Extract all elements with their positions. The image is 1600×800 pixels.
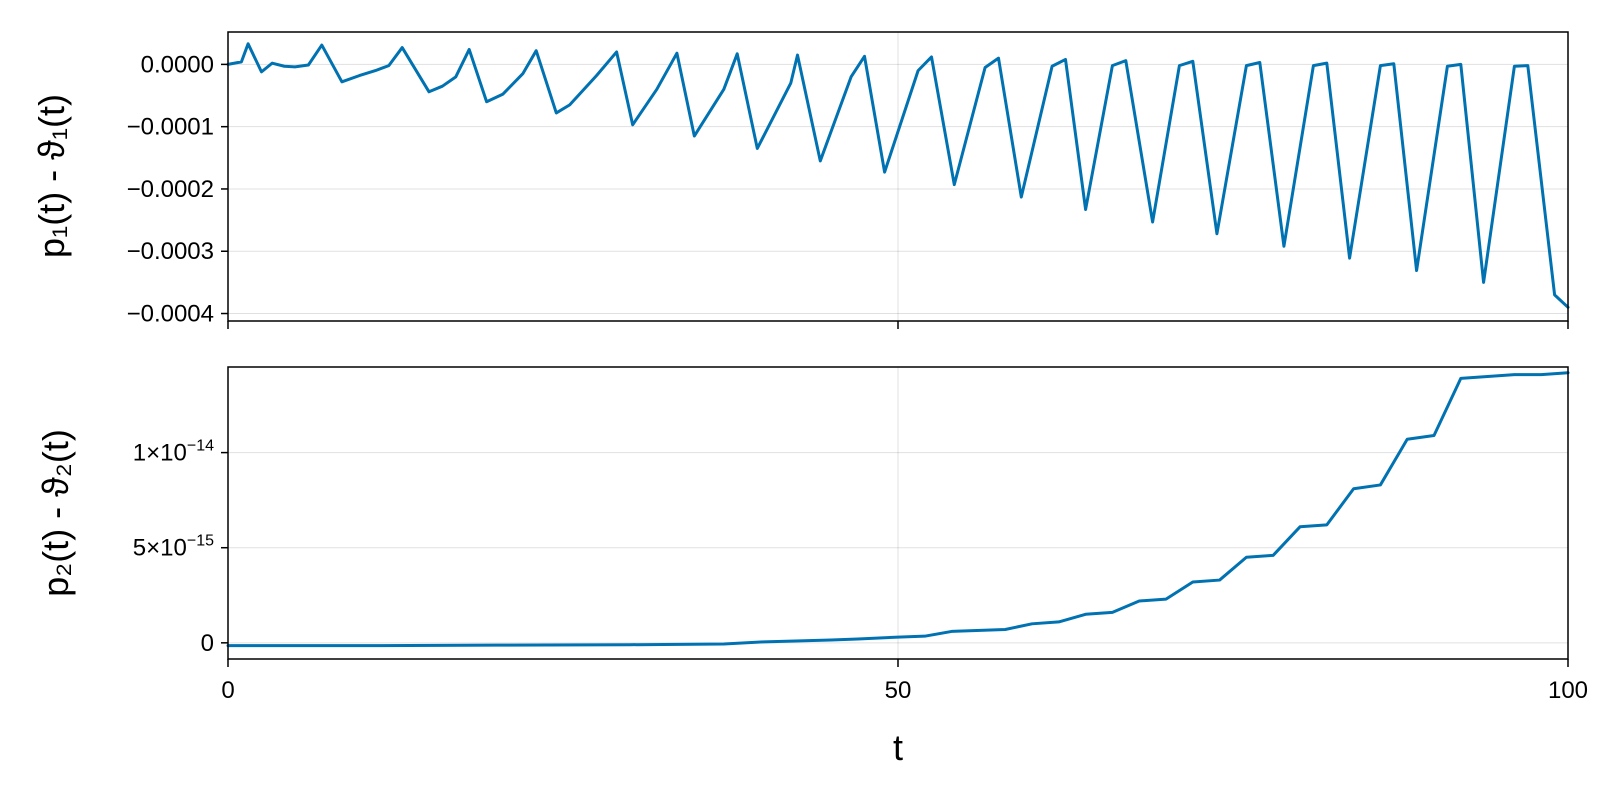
y-tick-label: 5×10−15 (133, 533, 214, 562)
y-tick-label: 0 (201, 630, 214, 657)
top-panel: 0.0000 −0.0001 −0.0002 −0.0003 −0.0004 p₁(t) … (31, 31, 1570, 329)
x-tick-label: 100 (1548, 677, 1588, 704)
y-axis-title: p₁(t) - ϑ₁(t) (31, 94, 72, 258)
series-line (226, 371, 1570, 648)
y-tick-label: 0.0000 (141, 51, 214, 78)
y-tick-label: −0.0001 (127, 114, 214, 141)
y-axis-title: p₂(t) - ϑ₂(t) (35, 429, 76, 597)
x-tick-label: 0 (221, 677, 234, 704)
y-tick-label: 1×10−14 (133, 438, 214, 467)
y-tick-label: −0.0002 (127, 176, 214, 203)
y-tick-label: −0.0003 (127, 238, 214, 265)
x-tick-label: 50 (885, 677, 912, 704)
x-axis-title: t (893, 727, 903, 768)
y-tick-label: −0.0004 (127, 301, 214, 328)
bottom-panel: 0 5×10−15 1×10−14 0 50 100 p₂(t) - ϑ₂(t) t (35, 366, 1588, 768)
series-line (226, 42, 1570, 309)
